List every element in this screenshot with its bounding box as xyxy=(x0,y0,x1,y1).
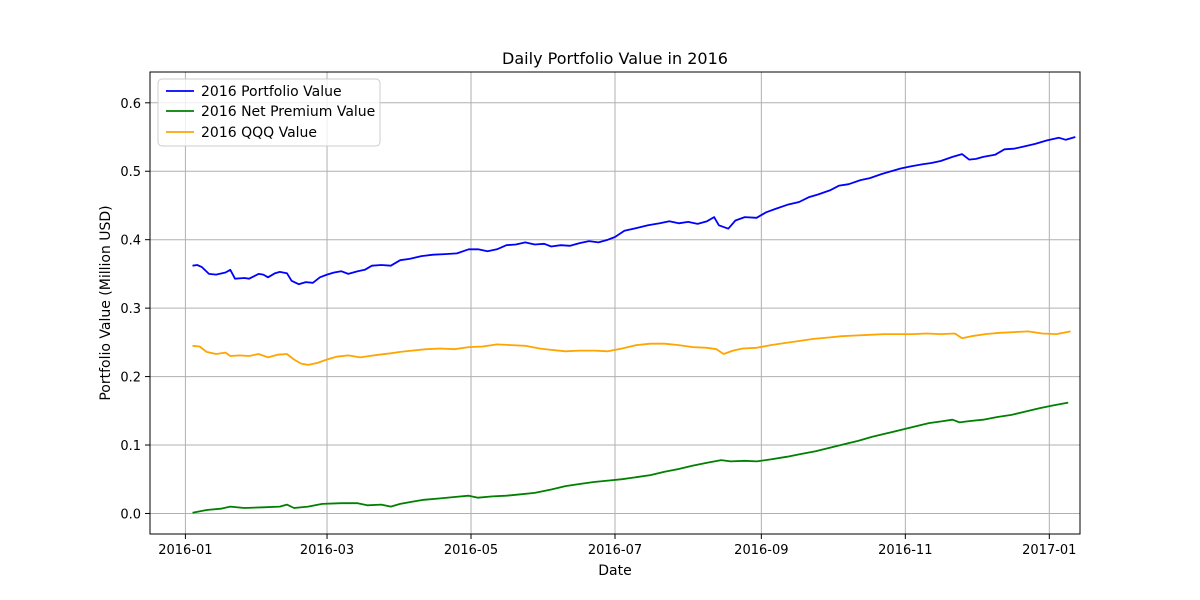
y-tick-label: 0.1 xyxy=(120,439,141,454)
x-tick-label: 2016-11 xyxy=(878,543,932,558)
y-tick-label: 0.4 xyxy=(120,234,141,249)
legend-label-portfolio: 2016 Portfolio Value xyxy=(201,84,342,100)
chart-title: Daily Portfolio Value in 2016 xyxy=(502,49,728,68)
net-premium-value-line xyxy=(192,401,1069,514)
y-tick-label: 0.6 xyxy=(120,97,141,112)
legend-label-net-premium: 2016 Net Premium Value xyxy=(201,104,375,120)
x-tick-label: 2016-07 xyxy=(588,543,642,558)
x-axis: 2016-01 2016-03 2016-05 2016-07 2016-09 2016-… xyxy=(158,534,1076,558)
y-axis: 0.0 0.1 0.2 0.3 0.4 0.5 0.6 xyxy=(120,97,150,522)
qqq-value-line xyxy=(192,330,1071,366)
series-lines xyxy=(192,136,1076,514)
legend-box xyxy=(157,78,381,147)
y-tick-label: 0.2 xyxy=(120,371,141,386)
grid xyxy=(150,72,1080,534)
x-tick-label: 2016-01 xyxy=(158,543,212,558)
legend-label-qqq: 2016 QQQ Value xyxy=(201,125,317,141)
x-tick-label: 2016-03 xyxy=(300,543,354,558)
y-axis-label: Portfolio Value (Million USD) xyxy=(98,205,114,400)
x-axis-label: Date xyxy=(598,563,631,579)
portfolio-value-line xyxy=(192,136,1076,286)
y-tick-label: 0.3 xyxy=(120,302,141,317)
x-tick-label: 2017-01 xyxy=(1022,543,1076,558)
y-tick-label: 0.0 xyxy=(120,507,141,522)
x-tick-label: 2016-09 xyxy=(734,543,788,558)
legend: 2016 Portfolio Value 2016 Net Premium Va… xyxy=(157,78,381,147)
x-tick-label: 2016-05 xyxy=(444,543,498,558)
y-tick-label: 0.5 xyxy=(120,165,141,180)
